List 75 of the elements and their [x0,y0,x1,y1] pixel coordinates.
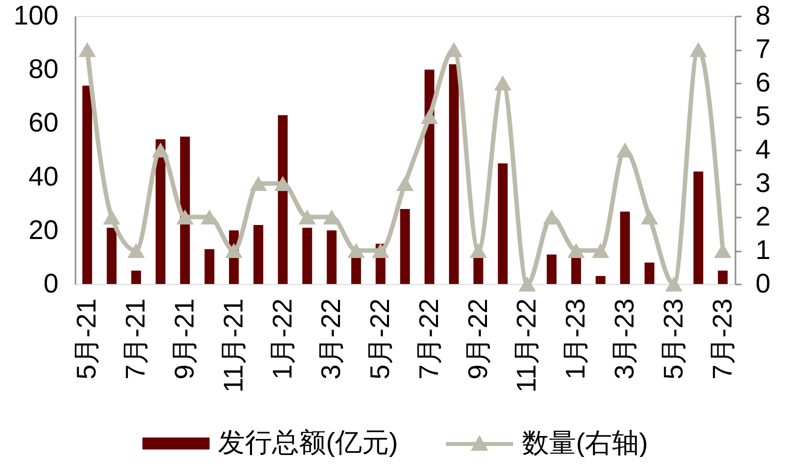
x-tick-label: 11月-22 [512,298,542,393]
bar [498,163,508,284]
bar [278,115,288,284]
x-tick-label: 3月-22 [316,298,346,380]
x-tick-label: 5月-23 [658,298,688,380]
x-tick-label: 7月-21 [120,298,151,380]
bar [326,230,337,284]
y-tick-label: 80 [28,54,58,84]
y-tick-label: 100 [13,0,58,30]
y2-tick-label: 4 [756,134,771,164]
y-tick-label: 0 [43,268,58,298]
bar [644,262,654,284]
y2-tick-label: 8 [756,0,771,30]
x-tick-label: 5月-22 [365,298,396,380]
point [640,210,658,224]
bar [596,276,606,284]
x-tick-label: 7月-22 [414,298,444,380]
point [372,243,390,258]
point [665,276,683,292]
bar [424,70,434,284]
point [690,42,707,57]
point [592,243,610,258]
y-tick-label: 20 [28,214,58,245]
y-tick-label: 60 [28,108,58,138]
point [616,142,634,158]
y2-tick-label: 2 [756,202,771,232]
y2-tick-label: 1 [756,235,771,265]
bar [351,257,361,284]
x-tick-label: 11月-21 [218,298,248,393]
bar [571,257,581,284]
y2-tick-label: 3 [756,168,771,198]
bar [473,257,484,284]
point [567,243,585,258]
point [103,210,120,224]
y-tick-label: 40 [28,161,58,192]
bar [302,228,312,284]
y2-tick-label: 7 [756,34,771,64]
x-tick-label: 9月-21 [170,298,200,380]
point [494,76,512,90]
y2-tick-label: 0 [756,268,771,298]
point [445,42,463,57]
x-tick-label: 9月-22 [462,298,493,380]
bar [693,171,704,284]
point [420,109,438,124]
point [225,243,243,258]
point [176,210,194,224]
y2-tick-label: 6 [756,68,771,98]
point [127,243,145,258]
point [347,243,365,258]
point [518,276,536,292]
bar [620,212,630,284]
point [470,243,487,258]
bar [718,270,728,284]
point [396,176,414,191]
x-tick-label: 1月-23 [560,298,591,380]
point [250,176,267,191]
bar [180,136,190,284]
x-tick-label: 3月-23 [610,298,640,380]
point [78,42,96,57]
x-tick-label: 5月-21 [72,298,102,380]
y2-tick-label: 5 [756,101,771,131]
bar [131,270,141,284]
legend-label: 发行总额(亿元) [218,428,398,458]
x-tick-label: 1月-22 [267,298,298,380]
bar [156,139,166,284]
bar [449,64,459,284]
bar [204,249,214,284]
bar [82,86,92,284]
point [298,210,316,224]
x-tick-label: 7月-23 [707,298,738,380]
bar [253,225,264,284]
bar [106,228,117,284]
bar [400,208,410,284]
point [152,142,170,158]
bar [546,254,557,284]
